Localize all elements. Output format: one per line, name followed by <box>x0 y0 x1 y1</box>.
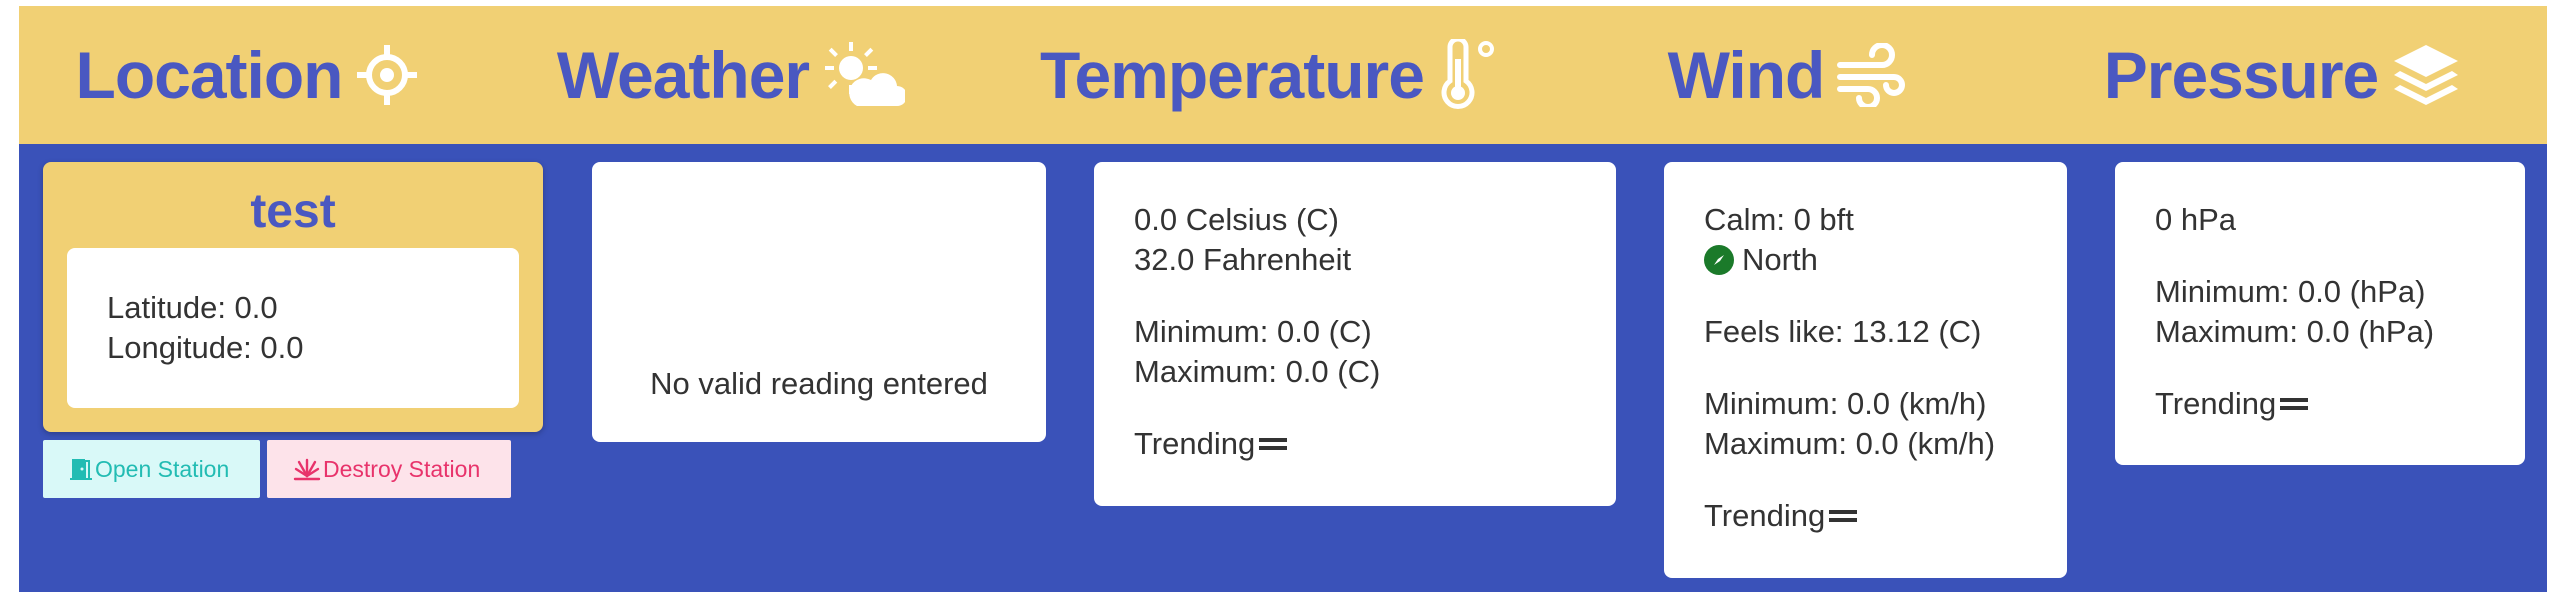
coordinates-panel: Latitude: 0.0 Longitude: 0.0 <box>67 248 519 408</box>
pressure-maximum: Maximum: 0.0 (hPa) <box>2155 314 2435 349</box>
equals-trend-icon <box>1829 508 1858 524</box>
wind-trending-label: Trending <box>1704 498 1826 533</box>
thermometer-degree-icon <box>1436 39 1502 111</box>
temperature-celsius: 0.0 Celsius (C) <box>1134 202 1339 237</box>
equals-trend-icon <box>2280 396 2309 412</box>
wind-beaufort: Calm: 0 bft <box>1704 202 1854 237</box>
temperature-trending-label: Trending <box>1134 426 1256 461</box>
open-station-label: Open Station <box>95 455 230 482</box>
wind-direction-row: North <box>1704 240 2027 280</box>
wind-direction: North <box>1742 242 1818 277</box>
temperature-minimum: Minimum: 0.0 (C) <box>1134 314 1372 349</box>
pressure-minimum: Minimum: 0.0 (hPa) <box>2155 274 2426 309</box>
pressure-value: 0 hPa <box>2155 202 2237 237</box>
header-weather-label: Weather <box>556 38 810 112</box>
location-card: test Latitude: 0.0 Longitude: 0.0 <box>43 162 543 432</box>
header-weather: Weather <box>475 6 987 144</box>
header-bar: Location Weather <box>19 6 2547 144</box>
destroy-station-label: Destroy Station <box>323 455 481 482</box>
pressure-trending: Trending <box>2155 384 2485 424</box>
wind-minimum: Minimum: 0.0 (km/h) <box>1704 386 1987 421</box>
partly-sunny-icon <box>821 40 906 110</box>
station-name: test <box>250 185 336 238</box>
temperature-card: 0.0 Celsius (C) 32.0 Fahrenheit Minimum:… <box>1094 162 1616 506</box>
header-location: Location <box>19 6 475 144</box>
layers-icon <box>2390 41 2462 109</box>
header-pressure-label: Pressure <box>2103 38 2380 112</box>
pressure-trending-label: Trending <box>2155 386 2277 421</box>
temperature-fahrenheit: 32.0 Fahrenheit <box>1134 242 1352 277</box>
header-wind: Wind <box>1555 6 2019 144</box>
wind-card: Calm: 0 bft North Feels like: 13.12 (C) … <box>1664 162 2067 578</box>
wind-icon <box>1836 43 1906 107</box>
header-temperature-label: Temperature <box>1040 38 1425 112</box>
temperature-trending: Trending <box>1134 424 1576 464</box>
destroy-station-button[interactable]: Destroy Station <box>267 440 511 498</box>
header-location-label: Location <box>75 38 344 112</box>
header-temperature: Temperature <box>987 6 1555 144</box>
explosion-icon <box>293 456 321 482</box>
equals-trend-icon <box>1259 436 1288 452</box>
compass-icon <box>1704 245 1734 275</box>
crosshair-icon <box>355 43 419 107</box>
latitude-text: Latitude: 0.0 <box>107 290 278 325</box>
door-open-icon <box>69 456 93 482</box>
temperature-maximum: Maximum: 0.0 (C) <box>1134 354 1381 389</box>
wind-maximum: Maximum: 0.0 (km/h) <box>1704 426 1996 461</box>
weather-message: No valid reading entered <box>650 366 988 401</box>
longitude-text: Longitude: 0.0 <box>107 330 304 365</box>
open-station-button[interactable]: Open Station <box>43 440 260 498</box>
weather-card: No valid reading entered <box>592 162 1046 442</box>
header-pressure: Pressure <box>2019 6 2547 144</box>
pressure-card: 0 hPa Minimum: 0.0 (hPa) Maximum: 0.0 (h… <box>2115 162 2525 465</box>
wind-feels-like: Feels like: 13.12 (C) <box>1704 314 1982 349</box>
header-wind-label: Wind <box>1667 38 1826 112</box>
wind-trending: Trending <box>1704 496 2027 536</box>
